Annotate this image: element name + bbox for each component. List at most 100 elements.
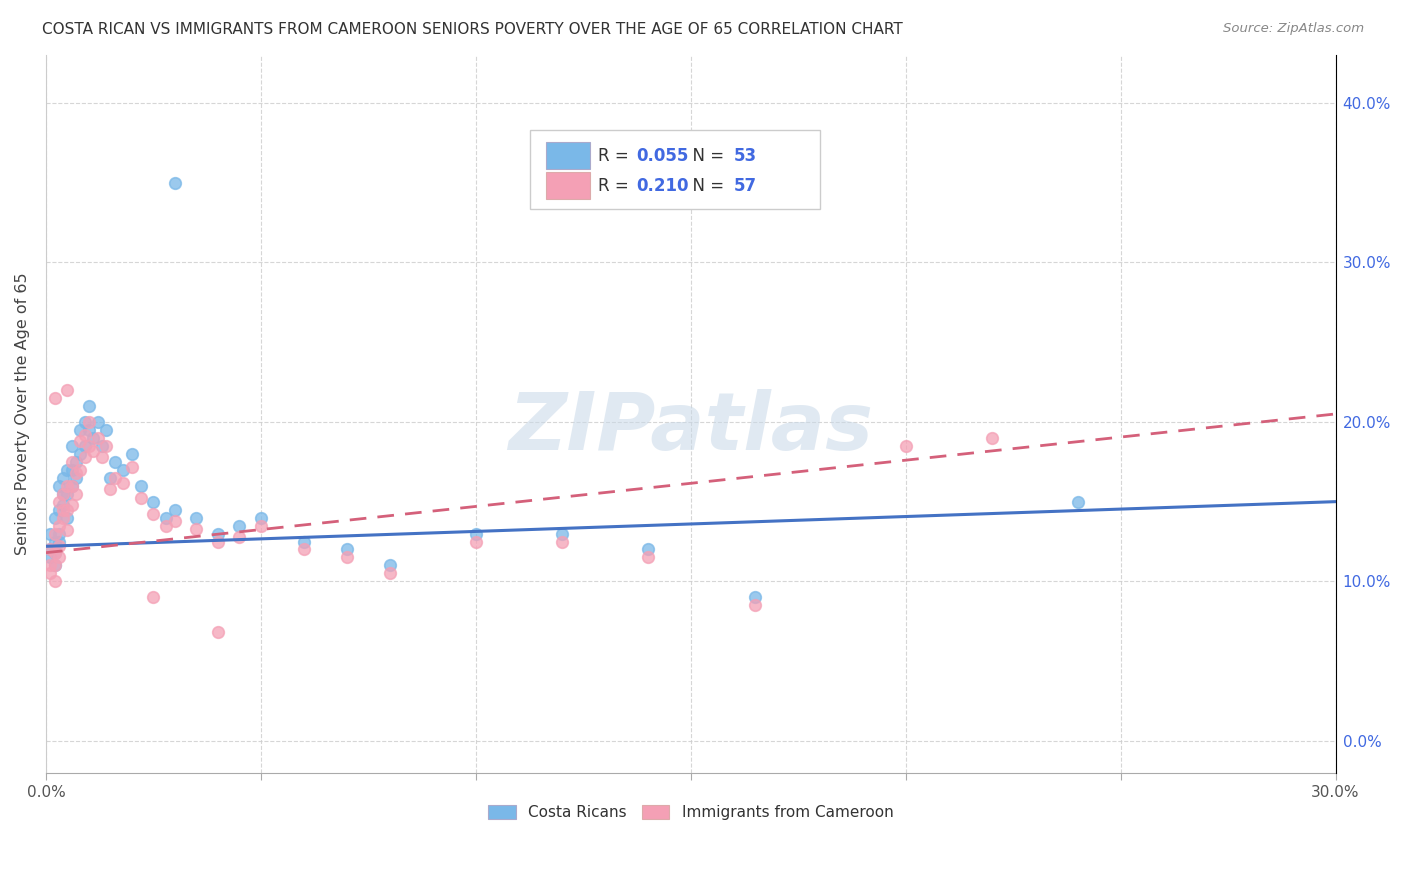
Point — [121, 459, 143, 474]
Point — [104, 455, 127, 469]
Point — [44, 534, 66, 549]
Point — [551, 526, 574, 541]
Point — [100, 471, 122, 485]
Point — [65, 466, 87, 480]
Point — [207, 534, 229, 549]
Point — [163, 502, 186, 516]
Point — [163, 514, 186, 528]
Point — [56, 486, 79, 500]
Point — [90, 439, 112, 453]
Point — [60, 479, 83, 493]
Point — [65, 455, 87, 469]
Point — [121, 447, 143, 461]
Point — [69, 463, 91, 477]
Point — [60, 498, 83, 512]
Point — [186, 510, 208, 524]
Point — [207, 625, 229, 640]
Point — [464, 534, 486, 549]
Point — [82, 443, 104, 458]
Point — [378, 566, 401, 581]
Point — [48, 534, 70, 549]
Point — [60, 439, 83, 453]
Point — [48, 494, 70, 508]
Point — [86, 415, 108, 429]
Point — [44, 574, 66, 589]
Point — [52, 486, 75, 500]
Point — [186, 522, 208, 536]
Text: 57: 57 — [734, 177, 756, 194]
Text: COSTA RICAN VS IMMIGRANTS FROM CAMEROON SENIORS POVERTY OVER THE AGE OF 65 CORRE: COSTA RICAN VS IMMIGRANTS FROM CAMEROON … — [42, 22, 903, 37]
Point — [90, 450, 112, 464]
Point — [39, 558, 62, 573]
Point — [336, 550, 359, 565]
Point — [112, 475, 135, 490]
Point — [69, 447, 91, 461]
Point — [65, 486, 87, 500]
Point — [60, 479, 83, 493]
Point — [77, 415, 100, 429]
Point — [44, 546, 66, 560]
Point — [163, 176, 186, 190]
Point — [56, 463, 79, 477]
Text: R =: R = — [598, 177, 634, 194]
Point — [39, 550, 62, 565]
Point — [48, 526, 70, 541]
Point — [637, 550, 659, 565]
Point — [73, 415, 96, 429]
Point — [60, 455, 83, 469]
Point — [228, 530, 250, 544]
Point — [129, 491, 152, 506]
Point — [56, 524, 79, 538]
Point — [77, 399, 100, 413]
Point — [336, 542, 359, 557]
Text: 0.055: 0.055 — [637, 146, 689, 165]
Point — [129, 479, 152, 493]
Point — [60, 463, 83, 477]
Point — [292, 534, 315, 549]
Text: N =: N = — [682, 146, 730, 165]
Point — [48, 502, 70, 516]
Point — [69, 434, 91, 448]
Text: ZIPatlas: ZIPatlas — [508, 389, 873, 467]
Point — [104, 471, 127, 485]
Point — [56, 383, 79, 397]
Point — [894, 439, 917, 453]
Point — [48, 550, 70, 565]
Point — [228, 518, 250, 533]
Point — [292, 542, 315, 557]
Point — [44, 546, 66, 560]
Point — [56, 502, 79, 516]
Point — [142, 591, 165, 605]
Point — [73, 427, 96, 442]
Point — [44, 526, 66, 541]
Point — [39, 542, 62, 557]
Point — [39, 566, 62, 581]
Point — [39, 542, 62, 557]
Point — [86, 431, 108, 445]
Text: 53: 53 — [734, 146, 756, 165]
Point — [980, 431, 1002, 445]
Point — [48, 539, 70, 553]
Point — [100, 482, 122, 496]
Legend: Costa Ricans, Immigrants from Cameroon: Costa Ricans, Immigrants from Cameroon — [482, 799, 900, 826]
Text: Source: ZipAtlas.com: Source: ZipAtlas.com — [1223, 22, 1364, 36]
Point — [48, 479, 70, 493]
Point — [48, 518, 70, 533]
Point — [637, 542, 659, 557]
Point — [82, 431, 104, 445]
Point — [464, 526, 486, 541]
Point — [77, 423, 100, 437]
Point — [142, 494, 165, 508]
Point — [551, 534, 574, 549]
Point — [52, 486, 75, 500]
Point — [56, 479, 79, 493]
Point — [73, 439, 96, 453]
Point — [44, 558, 66, 573]
Text: R =: R = — [598, 146, 634, 165]
Point — [250, 510, 273, 524]
FancyBboxPatch shape — [547, 143, 591, 169]
Text: N =: N = — [682, 177, 730, 194]
Point — [378, 558, 401, 573]
Point — [94, 423, 117, 437]
Point — [112, 463, 135, 477]
